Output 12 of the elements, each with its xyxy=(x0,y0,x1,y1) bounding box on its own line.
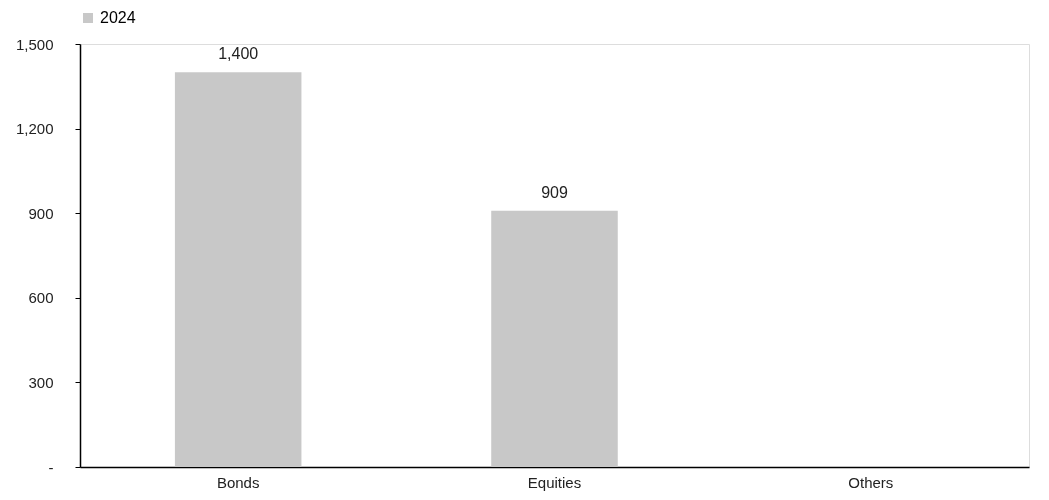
x-tick-label: Others xyxy=(848,473,894,491)
y-tick-label: 1,200 xyxy=(15,120,54,138)
y-tick-label: 600 xyxy=(28,289,54,307)
data-label: 909 xyxy=(541,183,568,201)
y-tick-label: 1,500 xyxy=(15,35,54,53)
legend-label: 2024 xyxy=(100,9,136,26)
x-tick-label: Equities xyxy=(527,473,582,491)
y-tick-label: 300 xyxy=(28,373,54,391)
y-tick-label: 900 xyxy=(28,204,54,222)
x-tick-label: Bonds xyxy=(216,473,260,491)
data-label: 1,400 xyxy=(218,45,259,63)
y-tick-label: - xyxy=(48,458,54,476)
